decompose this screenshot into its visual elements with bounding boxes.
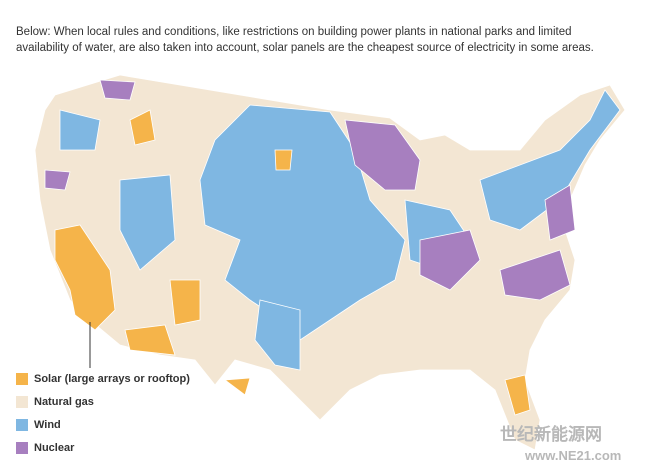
nuclear-region <box>544 184 576 241</box>
nuclear-region <box>419 229 481 291</box>
wind-region <box>59 109 101 151</box>
solar-region <box>274 149 293 171</box>
legend-swatch <box>16 396 28 408</box>
solar-region <box>169 279 201 326</box>
solar-region <box>124 324 176 356</box>
nuclear-region <box>499 249 571 301</box>
legend-swatch <box>16 442 28 454</box>
nuclear-region <box>99 79 136 101</box>
legend-label: Nuclear <box>34 442 75 454</box>
nuclear-region <box>344 119 421 191</box>
us-map <box>34 74 626 451</box>
legend: Solar (large arrays or rooftop) Natural g… <box>16 373 190 454</box>
watermark-name: 世纪新能源网 <box>500 424 602 444</box>
wind-region <box>119 174 176 271</box>
solar-region <box>129 109 156 146</box>
legend-swatch <box>16 419 28 431</box>
solar-region <box>504 374 531 416</box>
solar-region <box>54 224 116 331</box>
legend-label: Natural gas <box>34 396 94 408</box>
watermark-url: www.NE21.com <box>524 448 621 463</box>
caption: Below: When local rules and conditions, … <box>16 26 594 54</box>
nuclear-region <box>44 169 71 191</box>
legend-label: Solar (large arrays or rooftop) <box>34 373 190 385</box>
legend-label: Wind <box>34 419 61 431</box>
legend-swatch <box>16 373 28 385</box>
wind-region <box>254 299 301 371</box>
wind-region <box>479 89 621 231</box>
solar-region <box>223 377 251 396</box>
